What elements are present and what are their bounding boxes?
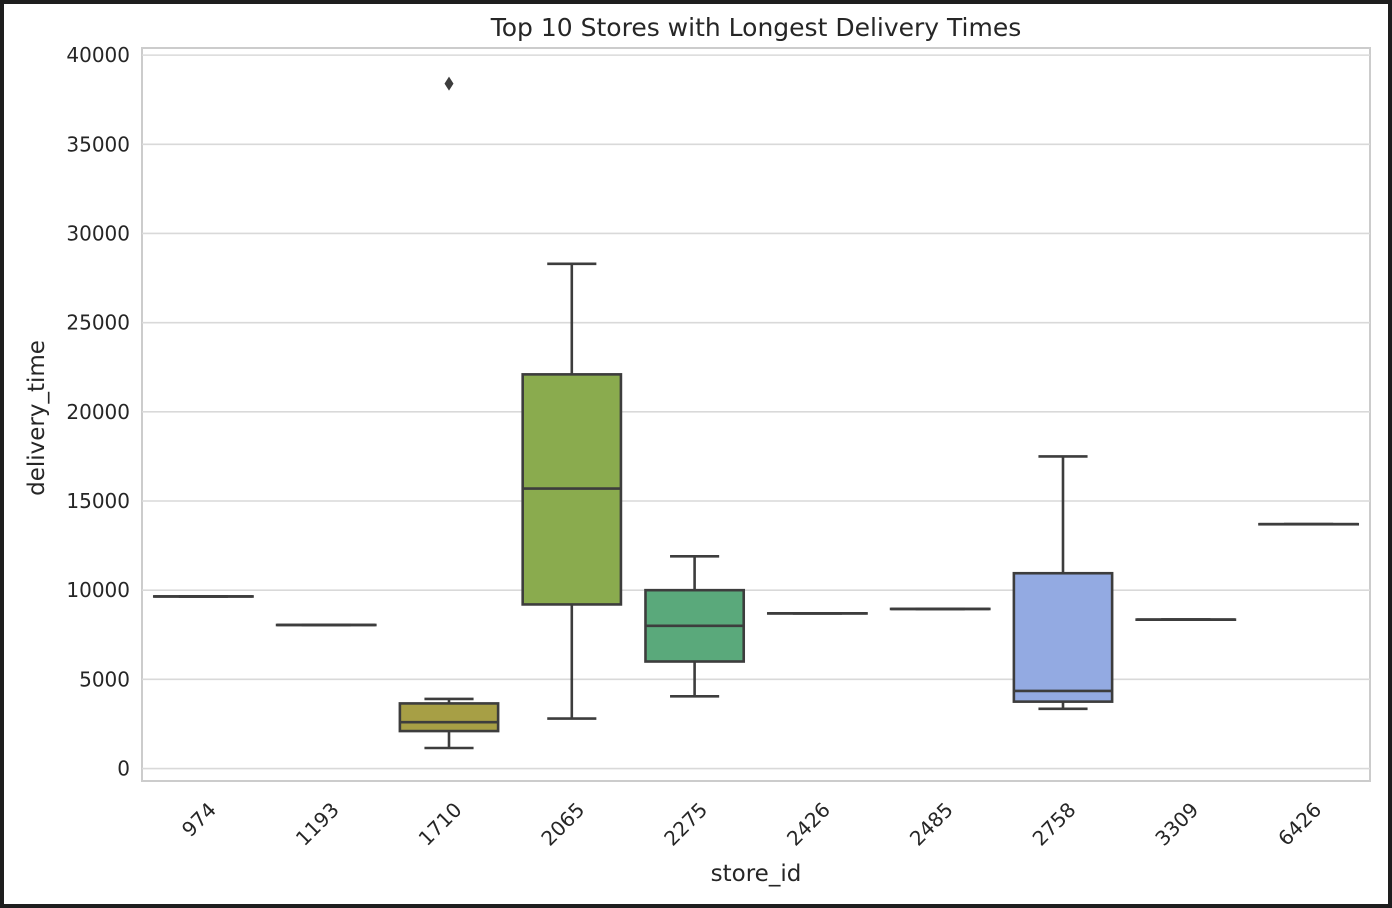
y-tick-label: 35000 (66, 132, 130, 156)
box-2275 (644, 554, 746, 698)
boxes (152, 76, 1360, 750)
y-tick-label: 40000 (66, 43, 130, 67)
x-axis-title: store_id (711, 861, 802, 887)
box-plot-chart: Top 10 Stores with Longest Delivery Time… (24, 13, 1371, 887)
x-tick-labels: 974 1193 1710 2065 2275 2426 2485 2758 3309 6426 (177, 798, 1326, 851)
y-tick-labels: 0 5000 10000 15000 20000 25000 30000 35000 40000 (66, 43, 130, 780)
y-gridlines (142, 54, 1370, 770)
y-tick-label: 30000 (66, 221, 130, 245)
x-tick-label: 1193 (291, 798, 344, 851)
x-tick-label: 2065 (536, 798, 589, 851)
y-tick-label: 15000 (66, 489, 130, 513)
y-tick-label: 20000 (66, 400, 130, 424)
y-tick-label: 0 (117, 757, 130, 781)
box-2758 (1012, 455, 1114, 711)
x-tick-label: 2485 (905, 798, 958, 851)
plot-area (141, 47, 1371, 782)
outlier-point (444, 76, 454, 91)
box-2065 (521, 262, 623, 720)
chart-title: Top 10 Stores with Longest Delivery Time… (490, 13, 1022, 42)
figure-canvas: Top 10 Stores with Longest Delivery Time… (4, 4, 1388, 904)
x-tick-label: 2275 (659, 798, 712, 851)
iqr-box (1012, 571, 1114, 703)
box-1710 (398, 76, 500, 750)
x-tick-label: 2758 (1028, 798, 1081, 851)
x-tick-label: 6426 (1273, 798, 1326, 851)
y-tick-label: 10000 (66, 578, 130, 602)
iqr-box (398, 702, 500, 733)
x-tick-label: 1710 (414, 798, 467, 851)
x-tick-label: 2426 (782, 798, 835, 851)
x-tick-label: 974 (177, 798, 221, 842)
x-tick-label: 3309 (1150, 798, 1203, 851)
y-axis-title: delivery_time (24, 340, 50, 496)
y-tick-label: 5000 (79, 667, 130, 691)
y-tick-label: 25000 (66, 311, 130, 335)
